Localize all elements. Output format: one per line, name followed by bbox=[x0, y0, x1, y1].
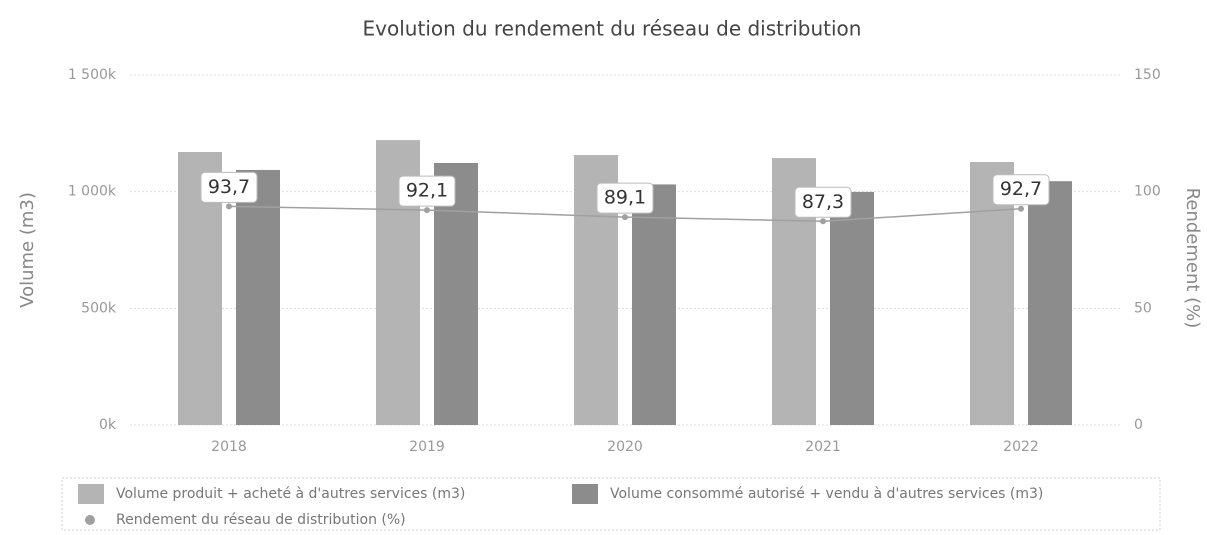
data-label: 92,1 bbox=[406, 180, 448, 202]
bar bbox=[970, 162, 1014, 426]
data-label: 87,3 bbox=[802, 191, 844, 213]
data-label-box bbox=[398, 175, 456, 207]
y-tick-label: 0k bbox=[99, 417, 117, 433]
chart-title: Evolution du rendement du réseau de dist… bbox=[363, 17, 862, 41]
y-tick-label: 500k bbox=[81, 300, 117, 316]
line-point bbox=[622, 214, 628, 221]
line-point bbox=[1018, 205, 1024, 212]
data-label: 93,7 bbox=[208, 176, 250, 198]
legend-box bbox=[61, 477, 1161, 531]
legend-marker bbox=[85, 515, 95, 525]
y2-tick-label: 50 bbox=[1134, 300, 1152, 316]
y2-tick-label: 150 bbox=[1134, 67, 1161, 83]
data-label-box bbox=[200, 171, 258, 203]
y-axis-title: Volume (m3) bbox=[17, 192, 38, 308]
legend-marker bbox=[78, 484, 104, 504]
x-tick-label: 2019 bbox=[409, 439, 445, 455]
legend-label: Volume produit + acheté à d'autres servi… bbox=[116, 486, 465, 502]
x-tick-label: 2021 bbox=[805, 439, 841, 455]
y2-tick-label: 100 bbox=[1134, 184, 1161, 200]
bar bbox=[1028, 181, 1072, 425]
line-point bbox=[820, 218, 826, 225]
y-tick-label: 1 500k bbox=[68, 67, 117, 83]
legend-marker bbox=[572, 484, 598, 504]
data-label-box bbox=[992, 174, 1050, 206]
x-tick-label: 2020 bbox=[607, 439, 643, 455]
bar bbox=[434, 162, 478, 425]
line-point bbox=[424, 207, 430, 214]
bar bbox=[632, 184, 676, 425]
data-label-box bbox=[596, 182, 654, 214]
x-tick-label: 2018 bbox=[211, 439, 247, 455]
bar bbox=[830, 191, 874, 425]
y2-axis-title: Rendement (%) bbox=[1182, 188, 1203, 329]
bar bbox=[236, 169, 280, 425]
y2-tick-label: 0 bbox=[1134, 417, 1143, 433]
data-label: 89,1 bbox=[604, 187, 646, 209]
y-tick-label: 1 000k bbox=[68, 184, 117, 200]
data-label-box bbox=[794, 186, 852, 218]
legend-label: Volume consommé autorisé + vendu à d'aut… bbox=[610, 486, 1043, 502]
data-label: 92,7 bbox=[1000, 178, 1042, 200]
x-tick-label: 2022 bbox=[1003, 439, 1039, 455]
legend-label: Rendement du réseau de distribution (%) bbox=[116, 512, 406, 528]
line-point bbox=[226, 203, 232, 210]
